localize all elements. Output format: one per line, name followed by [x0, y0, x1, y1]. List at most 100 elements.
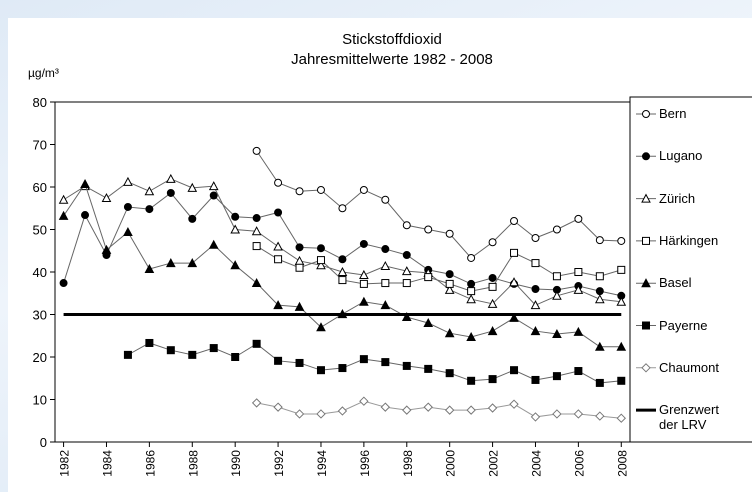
data-point	[316, 366, 325, 375]
data-point	[552, 225, 561, 234]
y-tick-label: 20	[33, 350, 47, 365]
x-tick-label: 1982	[58, 450, 72, 477]
data-point	[552, 290, 562, 300]
data-point	[359, 296, 369, 306]
data-point	[616, 341, 627, 351]
data-point	[381, 358, 390, 367]
y-tick-label: 40	[33, 265, 47, 280]
data-point	[509, 277, 519, 287]
data-point	[595, 272, 604, 281]
data-point	[144, 263, 155, 274]
data-point	[252, 242, 261, 251]
legend-label: Zürich	[659, 190, 696, 206]
data-point	[466, 331, 476, 342]
data-point	[594, 294, 605, 304]
data-point	[295, 263, 304, 272]
data-point	[530, 300, 541, 310]
legend-marker	[642, 321, 650, 330]
data-point	[509, 399, 519, 409]
y-tick-label: 0	[40, 435, 47, 450]
data-point	[488, 273, 497, 282]
data-point	[316, 244, 325, 253]
data-point	[402, 279, 411, 288]
series-line	[256, 150, 622, 259]
data-point	[295, 358, 304, 367]
data-point	[230, 224, 241, 234]
data-point	[531, 285, 540, 293]
data-point	[424, 364, 433, 373]
data-point	[123, 226, 133, 237]
data-point	[208, 239, 219, 249]
series-line	[256, 245, 622, 292]
data-point	[487, 298, 498, 308]
data-point	[531, 234, 540, 242]
data-point	[423, 317, 434, 327]
data-point	[188, 214, 197, 223]
data-point	[444, 328, 455, 338]
data-point	[252, 146, 261, 155]
data-point	[166, 188, 175, 197]
data-point	[381, 279, 390, 288]
data-point	[209, 344, 218, 353]
x-tick-label: 1988	[186, 450, 200, 477]
legend-label: Chaumont	[659, 359, 719, 375]
data-point	[488, 238, 497, 247]
legend-label: Payerne	[659, 317, 708, 333]
data-point	[187, 258, 198, 268]
data-point	[251, 398, 262, 408]
x-tick-label: 1984	[100, 450, 114, 477]
data-point	[595, 287, 604, 296]
data-point	[273, 300, 283, 310]
data-point	[231, 212, 240, 221]
data-point	[274, 208, 283, 217]
data-point	[510, 217, 519, 225]
data-point	[123, 202, 132, 211]
chart-panel	[8, 18, 752, 492]
data-point	[359, 239, 368, 248]
data-point	[488, 282, 497, 291]
series-line	[127, 342, 622, 384]
data-point	[552, 372, 561, 381]
chart-subtitle: Jahresmittelwerte 1982 - 2008	[291, 51, 493, 68]
data-point	[467, 287, 476, 296]
data-point	[552, 328, 562, 339]
data-point	[294, 301, 305, 311]
y-tick-label: 80	[33, 95, 47, 110]
legend-label: Grenzwert der LRV	[659, 402, 719, 433]
x-tick-label: 1992	[272, 450, 286, 477]
data-point	[401, 266, 412, 276]
data-point	[252, 339, 261, 348]
data-point	[58, 210, 69, 220]
data-point	[467, 253, 476, 262]
y-tick-label: 10	[33, 393, 47, 408]
data-point	[617, 236, 626, 245]
y-tick-label: 70	[33, 138, 47, 153]
data-point	[295, 243, 304, 252]
data-point	[294, 255, 305, 265]
data-point	[188, 350, 197, 359]
y-axis-label: µg/m³	[28, 66, 59, 80]
legend-frame	[629, 96, 752, 443]
data-point	[487, 326, 498, 336]
data-point	[144, 186, 155, 196]
data-point	[552, 409, 562, 419]
legend-label: Basel	[659, 275, 692, 291]
legend-marker	[641, 193, 651, 203]
x-tick-label: 2000	[444, 450, 458, 477]
data-point	[59, 279, 68, 288]
x-tick-label: 1986	[143, 450, 157, 477]
data-point	[573, 326, 584, 336]
data-point	[401, 311, 412, 322]
data-point	[616, 296, 627, 306]
chart-title: Stickstoffdioxid	[342, 31, 442, 48]
data-point	[187, 182, 198, 192]
data-point	[509, 312, 519, 322]
legend-label: Bern	[659, 106, 687, 121]
data-point	[402, 361, 411, 370]
data-point	[595, 378, 604, 387]
data-point	[380, 402, 391, 412]
y-tick-label: 60	[33, 180, 47, 195]
data-point	[274, 356, 283, 365]
